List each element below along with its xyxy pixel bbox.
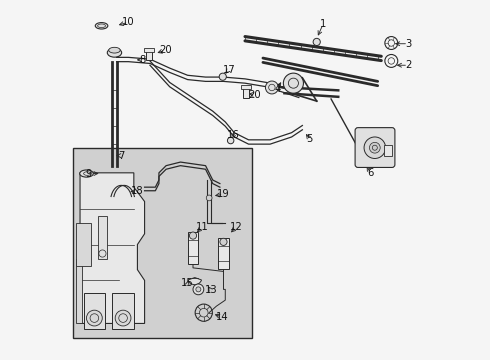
Bar bbox=[112, 293, 134, 329]
Text: 9: 9 bbox=[86, 168, 92, 179]
Wedge shape bbox=[188, 278, 201, 285]
Text: 16: 16 bbox=[227, 130, 240, 140]
Text: 19: 19 bbox=[217, 189, 230, 199]
Text: 4: 4 bbox=[274, 84, 280, 94]
Circle shape bbox=[219, 73, 226, 80]
Text: 11: 11 bbox=[196, 222, 208, 232]
Circle shape bbox=[206, 195, 212, 201]
Circle shape bbox=[196, 287, 201, 292]
Ellipse shape bbox=[95, 23, 108, 29]
Circle shape bbox=[369, 142, 380, 153]
Ellipse shape bbox=[80, 170, 93, 177]
Text: 8: 8 bbox=[140, 55, 146, 65]
Text: 1: 1 bbox=[320, 19, 326, 29]
Bar bbox=[73, 148, 252, 338]
Bar bbox=[144, 48, 154, 51]
Bar bbox=[76, 259, 82, 323]
Polygon shape bbox=[80, 173, 145, 323]
Bar bbox=[241, 85, 251, 89]
Circle shape bbox=[266, 81, 278, 94]
Text: 2: 2 bbox=[405, 60, 412, 70]
Bar bbox=[188, 232, 198, 264]
Bar bbox=[146, 50, 152, 60]
FancyBboxPatch shape bbox=[355, 128, 395, 167]
Text: 18: 18 bbox=[130, 186, 143, 197]
Text: 15: 15 bbox=[181, 278, 194, 288]
Circle shape bbox=[283, 73, 303, 93]
Bar bbox=[98, 216, 107, 259]
Bar bbox=[76, 223, 91, 266]
Text: 5: 5 bbox=[306, 134, 313, 144]
Text: 3: 3 bbox=[405, 39, 411, 49]
Ellipse shape bbox=[109, 47, 120, 53]
Ellipse shape bbox=[107, 48, 122, 57]
Bar bbox=[243, 87, 249, 98]
Text: 6: 6 bbox=[368, 168, 374, 178]
Circle shape bbox=[227, 137, 234, 144]
Bar bbox=[84, 293, 105, 329]
Circle shape bbox=[220, 238, 227, 246]
Text: 7: 7 bbox=[118, 150, 124, 161]
Text: 14: 14 bbox=[216, 312, 228, 322]
Text: 20: 20 bbox=[249, 90, 261, 100]
Text: 10: 10 bbox=[122, 17, 135, 27]
Circle shape bbox=[115, 310, 131, 326]
Text: 20: 20 bbox=[159, 45, 171, 55]
Text: 17: 17 bbox=[222, 64, 235, 75]
Circle shape bbox=[87, 310, 102, 326]
Text: 13: 13 bbox=[205, 285, 217, 296]
Text: 12: 12 bbox=[230, 222, 243, 232]
Circle shape bbox=[193, 284, 204, 295]
Circle shape bbox=[313, 39, 320, 45]
Circle shape bbox=[190, 232, 196, 239]
Bar bbox=[384, 145, 392, 156]
Bar bbox=[218, 238, 229, 269]
Circle shape bbox=[364, 137, 386, 158]
